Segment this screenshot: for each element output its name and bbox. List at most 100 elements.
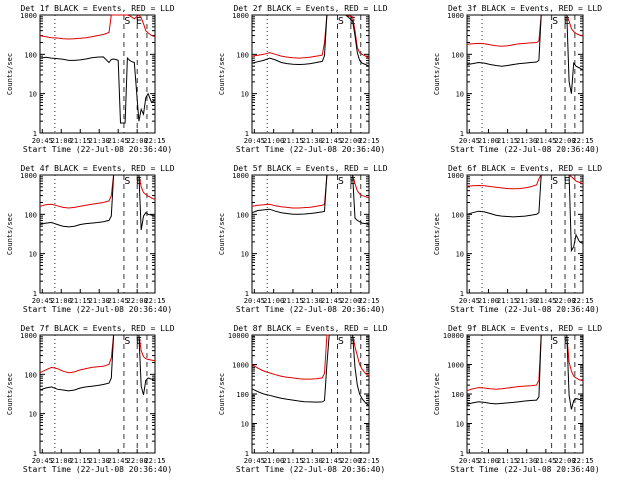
x-tick-label: 21:30 (302, 137, 323, 145)
y-tick-label: 100 (236, 51, 249, 59)
y-tick-label: 1000 (20, 172, 37, 180)
y-tick-label: 1 (460, 450, 464, 458)
panel-det-1: Det 1f BLACK = Events, RED = LLD 1 10 100 10… (6, 4, 175, 154)
x-tick-label: 22:00 (554, 137, 575, 145)
x-tick-label: 22:15 (572, 297, 593, 305)
marker-s: S (338, 176, 344, 187)
marker-e: E (564, 176, 570, 187)
plot-frame (466, 334, 584, 454)
x-tick-label: 21:00 (51, 137, 72, 145)
x-tick-label: 22:15 (144, 297, 165, 305)
x-axis-label: Start Time (22-Jul-08 20:36:40) (23, 465, 172, 474)
x-tick-label: 21:30 (516, 297, 537, 305)
y-tick-label: 10 (456, 421, 464, 429)
events-line (251, 174, 370, 225)
x-tick-label: 22:00 (127, 137, 148, 145)
y-tick-label: 10 (456, 251, 464, 259)
x-tick-label: 22:15 (144, 137, 165, 145)
x-axis-label: Start Time (22-Jul-08 20:36:40) (450, 465, 599, 474)
panel-title: Det 3f BLACK = Events, RED = LLD (448, 4, 602, 13)
marker-e: E (136, 16, 142, 27)
x-tick-label: 21:00 (51, 297, 72, 305)
events-line (251, 334, 370, 407)
y-tick-label: 100 (24, 371, 37, 379)
y-tick-label: 100 (24, 211, 37, 219)
marker-s: S (124, 16, 130, 27)
y-tick-label: 10 (456, 91, 464, 99)
x-tick-label: 22:15 (358, 457, 379, 465)
x-tick-label: 20:45 (459, 457, 480, 465)
x-tick-label: 22:00 (340, 297, 361, 305)
x-tick-label: 21:15 (282, 297, 303, 305)
panel-title: Det 9f BLACK = Events, RED = LLD (448, 324, 602, 333)
events-line (466, 14, 584, 94)
plot-frame (39, 174, 156, 294)
events-line (39, 174, 156, 231)
y-tick-label: 1 (460, 130, 464, 138)
panel-title: Det 8f BLACK = Events, RED = LLD (233, 324, 387, 333)
y-tick-label: 1 (245, 450, 249, 458)
y-tick-label: 1000 (20, 332, 37, 340)
y-axis-label: Counts/sec (218, 53, 226, 95)
x-tick-label: 21:45 (108, 457, 129, 465)
x-tick-label: 21:45 (321, 137, 342, 145)
panel-det-6: Det 6f BLACK = Events, RED = LLD 1 10 100 10… (433, 164, 602, 314)
x-tick-label: 21:15 (497, 297, 518, 305)
x-tick-label: 20:45 (244, 137, 265, 145)
y-tick-label: 100 (236, 391, 249, 399)
x-tick-label: 22:00 (554, 297, 575, 305)
x-tick-label: 21:30 (516, 457, 537, 465)
x-axis-label: Start Time (22-Jul-08 20:36:40) (236, 305, 385, 314)
marker-s: S (338, 336, 344, 347)
events-line (466, 334, 584, 410)
plot-frame (39, 334, 156, 454)
x-tick-label: 20:45 (244, 457, 265, 465)
x-tick-label: 21:15 (497, 457, 518, 465)
x-tick-label: 22:00 (340, 137, 361, 145)
panel-det-8: Det 8f BLACK = Events, RED = LLD 1 10 100 10… (218, 324, 388, 474)
y-axis-label: Counts/sec (433, 373, 441, 415)
y-tick-label: 10 (241, 91, 249, 99)
panel-det-2: Det 2f BLACK = Events, RED = LLD 1 10 100 10… (218, 4, 388, 154)
x-tick-label: 22:15 (358, 297, 379, 305)
x-axis-label: Start Time (22-Jul-08 20:36:40) (450, 305, 599, 314)
x-axis-label: Start Time (22-Jul-08 20:36:40) (450, 145, 599, 154)
events-line (466, 174, 584, 253)
y-tick-label: 1 (33, 130, 37, 138)
x-tick-label: 21:45 (321, 457, 342, 465)
y-tick-label: 100 (236, 211, 249, 219)
y-tick-label: 10 (29, 251, 37, 259)
x-tick-label: 21:15 (282, 137, 303, 145)
plot-frame (251, 334, 370, 454)
x-tick-label: 21:00 (263, 457, 284, 465)
y-tick-label: 1000 (232, 172, 249, 180)
plot-frame (39, 14, 156, 134)
x-tick-label: 21:15 (282, 457, 303, 465)
plot-frame (251, 174, 370, 294)
y-tick-label: 1000 (20, 12, 37, 20)
y-tick-label: 10 (29, 91, 37, 99)
y-tick-label: 100 (451, 51, 464, 59)
marker-s: S (552, 176, 558, 187)
x-tick-label: 22:00 (127, 457, 148, 465)
marker-s: S (552, 336, 558, 347)
x-tick-label: 22:15 (572, 457, 593, 465)
y-tick-label: 100 (451, 211, 464, 219)
panel-det-7: Det 7f BLACK = Events, RED = LLD 1 10 100 10… (6, 324, 175, 474)
x-tick-label: 21:15 (497, 137, 518, 145)
x-tick-label: 21:45 (108, 137, 129, 145)
events-line (39, 334, 156, 396)
x-tick-label: 21:30 (89, 137, 110, 145)
events-line (251, 14, 370, 67)
x-tick-label: 21:45 (108, 297, 129, 305)
x-tick-label: 21:00 (263, 137, 284, 145)
x-tick-label: 21:30 (302, 297, 323, 305)
y-tick-label: 1000 (232, 362, 249, 370)
x-axis-label: Start Time (22-Jul-08 20:36:40) (23, 145, 172, 154)
plot-frame (466, 14, 584, 134)
x-tick-label: 20:45 (32, 297, 53, 305)
x-tick-label: 22:00 (340, 457, 361, 465)
panel-det-5: Det 5f BLACK = Events, RED = LLD 1 10 100 10… (218, 164, 388, 314)
y-tick-label: 1 (245, 290, 249, 298)
